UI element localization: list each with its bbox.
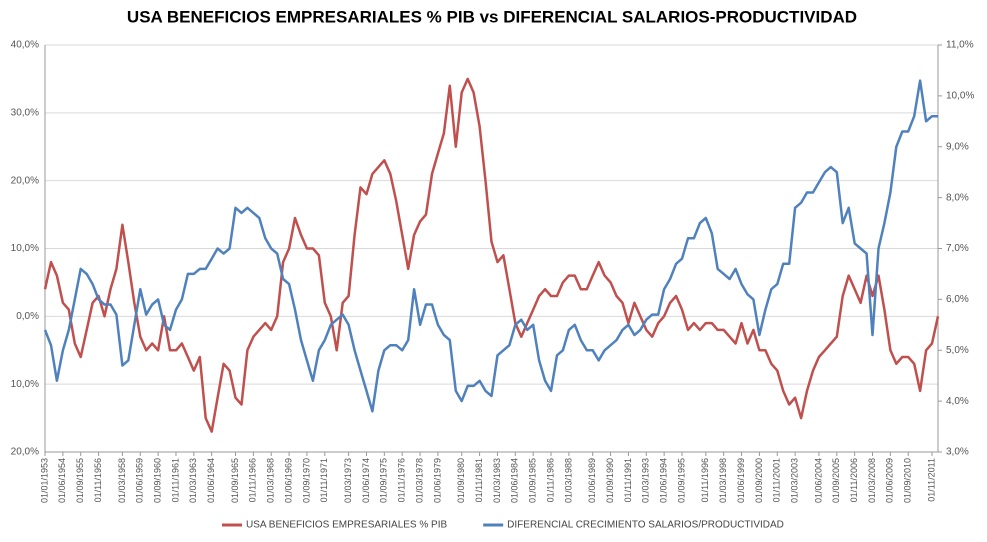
x-tick-label: 01/09/1995 (676, 458, 686, 503)
x-tick-label: 01/03/1968 (266, 458, 276, 503)
x-tick-label: 01/06/1994 (659, 458, 669, 503)
y2-tick-label: 10,0% (946, 91, 974, 102)
x-tick-label: 01/09/2000 (754, 458, 764, 503)
x-tick-label: 01/03/2003 (789, 458, 799, 503)
x-tick-label: 01/03/2008 (867, 458, 877, 503)
x-tick-label: 01/03/1983 (492, 458, 502, 503)
x-tick-label: 01/06/1964 (206, 458, 216, 503)
x-tick-label: 01/09/1970 (301, 458, 311, 503)
x-tick-label: 01/11/1976 (397, 458, 407, 502)
x-tick-label: 01/11/1966 (248, 458, 258, 502)
x-tick-label: 01/06/1974 (361, 458, 371, 503)
y2-tick-label: 5,0% (946, 345, 969, 356)
x-tick-label: 01/03/1978 (414, 458, 424, 503)
x-tick-label: 01/06/2009 (885, 458, 895, 503)
x-tick-label: 01/01/1953 (39, 458, 49, 503)
x-tick-label: 01/11/1996 (700, 458, 710, 502)
x-tick-label: 01/03/1988 (563, 458, 573, 503)
legend-label: USA BENEFICIOS EMPRESARIALES % PIB (246, 520, 448, 531)
x-tick-label: 01/06/1959 (135, 458, 145, 503)
series-line (43, 79, 938, 413)
x-tick-label: 01/09/1985 (528, 458, 538, 503)
chart-title: USA BENEFICIOS EMPRESARIALES % PIB vs DI… (127, 7, 857, 26)
y-tick-label: 20,0% (11, 175, 39, 186)
x-tick-label: 01/06/1979 (432, 458, 442, 503)
y2-tick-label: 9,0% (946, 141, 969, 152)
x-tick-label: 01/03/1963 (188, 458, 198, 503)
x-tick-label: 01/03/1998 (718, 458, 728, 503)
x-tick-label: 01/11/2001 (772, 458, 782, 502)
x-tick-label: 01/03/1958 (117, 458, 127, 503)
y-tick-label: 30,0% (11, 107, 39, 118)
x-tick-label: 01/11/1961 (170, 458, 180, 502)
x-tick-label: 01/06/1984 (510, 458, 520, 503)
x-tick-label: 01/03/1993 (641, 458, 651, 503)
x-tick-label: 01/03/1973 (343, 458, 353, 503)
y-tick-label: 40,0% (11, 40, 39, 51)
x-tick-label: 01/11/1971 (319, 458, 329, 502)
series-line (43, 77, 940, 433)
x-tick-label: 01/11/1991 (623, 458, 633, 502)
y-tick-label: 0,0% (16, 311, 39, 322)
y2-tick-label: 7,0% (946, 243, 969, 254)
x-tick-label: 01/06/1969 (283, 458, 293, 503)
y2-tick-label: 8,0% (946, 192, 969, 203)
x-tick-label: 01/11/1981 (474, 458, 484, 502)
x-tick-label: 01/06/1954 (57, 458, 67, 503)
x-tick-label: 01/11/2006 (849, 458, 859, 502)
y2-tick-label: 11,0% (946, 40, 974, 51)
y-tick-label: 20,0% (11, 447, 39, 458)
y-tick-label: 10,0% (11, 379, 39, 390)
x-tick-label: 01/06/1989 (587, 458, 597, 503)
x-tick-label: 01/09/1955 (75, 458, 85, 503)
legend-label: DIFERENCIAL CRECIMIENTO SALARIOS/PRODUCT… (507, 520, 784, 531)
x-tick-label: 01/09/1960 (152, 458, 162, 503)
x-tick-label: 01/09/1980 (456, 458, 466, 503)
x-tick-label: 01/11/1986 (545, 458, 555, 502)
x-tick-label: 01/11/1956 (93, 458, 103, 502)
x-tick-label: 01/09/1975 (379, 458, 389, 503)
y-tick-label: 10,0% (11, 243, 39, 254)
y2-tick-label: 4,0% (946, 396, 969, 407)
x-tick-label: 01/09/2005 (831, 458, 841, 503)
x-tick-label: 01/09/1990 (605, 458, 615, 503)
y2-tick-label: 6,0% (946, 294, 969, 305)
x-tick-label: 01/09/1965 (230, 458, 240, 503)
y2-tick-label: 3,0% (946, 447, 969, 458)
x-tick-label: 01/09/2010 (903, 458, 913, 503)
x-tick-label: 01/11/2011 (926, 458, 936, 502)
x-tick-label: 01/06/2004 (813, 458, 823, 503)
x-tick-label: 01/06/1999 (736, 458, 746, 503)
